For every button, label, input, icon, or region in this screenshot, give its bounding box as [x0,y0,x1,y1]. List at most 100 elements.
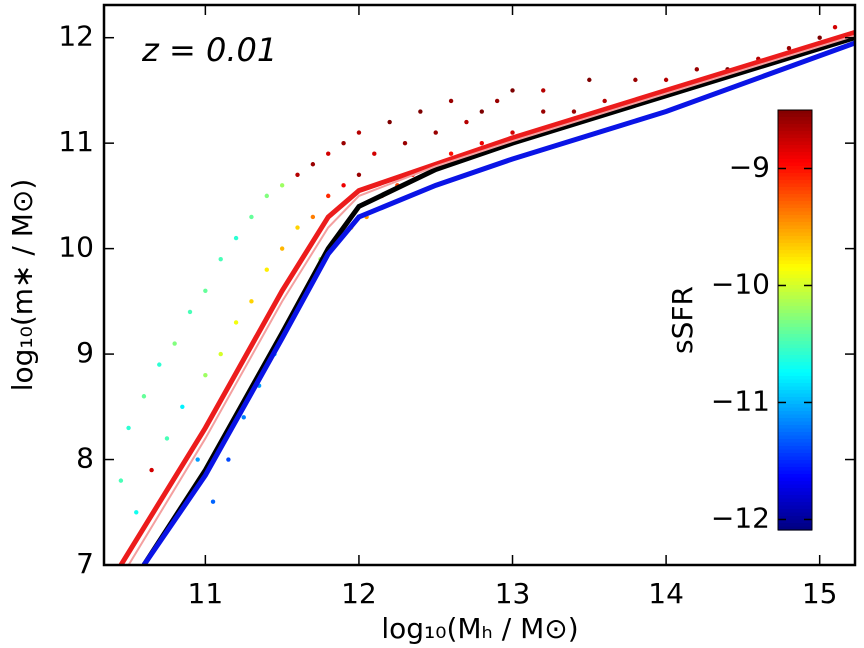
colorbar-swatch [778,460,812,465]
plot-frame [102,3,857,567]
galaxy-point [210,499,216,504]
galaxy-point [203,288,208,294]
galaxy-point [817,35,822,40]
colorbar-swatch [778,404,812,409]
galaxy-point [310,162,316,167]
colorbar-swatch [778,505,812,510]
galaxy-point [510,130,515,135]
colorbar-swatch [778,344,812,349]
colorbar-swatch [778,351,812,356]
galaxy-point [241,415,246,420]
colorbar-swatch [778,208,812,213]
colorbar-swatch [778,320,812,325]
galaxy-point [164,436,170,441]
colorbar-swatch [778,502,812,507]
galaxy-point [387,119,392,125]
galaxy-point [402,140,408,146]
colorbar-swatch [778,425,812,430]
colorbar-swatch [778,509,812,514]
y-tick-label: 11 [58,125,94,158]
galaxy-point [203,372,208,378]
colorbar-swatch [778,512,812,517]
galaxy-point [264,193,269,199]
colorbar-swatch [778,376,812,381]
colorbar-swatch [778,488,812,493]
colorbar-swatch [778,470,812,475]
colorbar-swatch [778,495,812,500]
galaxy-point [372,151,377,156]
colorbar-swatch [778,166,812,171]
plot-area [118,24,855,565]
colorbar-swatch [778,400,812,405]
colorbar-swatch [778,204,812,209]
colorbar-swatch [778,169,812,174]
galaxy-point [356,130,362,135]
model-line [118,30,855,565]
colorbar-swatch [778,183,812,188]
colorbar-swatch [778,362,812,367]
colorbar-swatch [778,334,812,339]
colorbar-swatch [778,323,812,328]
colorbar-swatch [778,113,812,118]
colorbar-swatch [778,162,812,167]
colorbar-swatch [778,306,812,311]
colorbar-tick-label: −11 [711,384,770,417]
y-tick-label: 10 [58,231,94,264]
colorbar-swatch [778,215,812,220]
galaxy-point [433,130,438,135]
galaxy-point [157,362,162,367]
galaxy-point [279,183,285,188]
x-tick-label: 11 [188,577,224,610]
galaxy-point [226,457,231,462]
galaxy-point [249,214,254,220]
colorbar-swatch [778,159,812,164]
colorbar-swatch [778,229,812,234]
colorbar-swatch [778,285,812,290]
colorbar-swatch [778,218,812,223]
colorbar-swatch [778,141,812,146]
galaxy-point [118,478,124,483]
colorbar-swatch [778,474,812,479]
y-tick-label: 12 [58,20,94,53]
annotation: z = 0.01 [141,31,277,69]
galaxy-point [295,225,300,230]
colorbar-swatch [778,316,812,321]
galaxy-point [249,299,254,304]
colorbar-swatch [778,131,812,136]
colorbar-swatch [778,302,812,307]
colorbar-swatch [778,526,812,531]
y-tick-label: 9 [76,336,94,369]
colorbar-swatch [778,264,812,269]
colorbar-swatch [778,383,812,388]
galaxy-point [479,140,485,146]
galaxy-point [126,425,131,431]
colorbar-swatch [778,327,812,332]
galaxy-point [786,46,792,51]
galaxy-point [587,77,592,83]
galaxy-point [694,67,700,72]
colorbar-swatch [778,134,812,139]
colorbar-swatch [778,257,812,262]
colorbar-swatch [778,369,812,374]
colorbar-swatch [778,414,812,419]
galaxy-point [418,109,423,114]
colorbar-swatch [778,274,812,279]
colorbar-swatch [778,407,812,412]
galaxy-point [149,467,154,473]
colorbar-swatch [778,491,812,496]
galaxy-point [571,109,577,114]
x-tick-label: 12 [341,577,377,610]
colorbar-swatch [778,484,812,489]
colorbar-swatch [778,313,812,318]
colorbar-swatch [778,124,812,129]
galaxy-point [832,24,838,30]
colorbar-tick-label: −10 [711,267,770,300]
colorbar-swatch [778,379,812,384]
colorbar-swatch [778,397,812,402]
galaxy-point [218,351,223,357]
colorbar-swatch [778,267,812,272]
colorbar-swatch [778,281,812,286]
colorbar-tick-label: −9 [729,150,770,183]
model-line [141,35,855,565]
colorbar-swatch [778,190,812,195]
